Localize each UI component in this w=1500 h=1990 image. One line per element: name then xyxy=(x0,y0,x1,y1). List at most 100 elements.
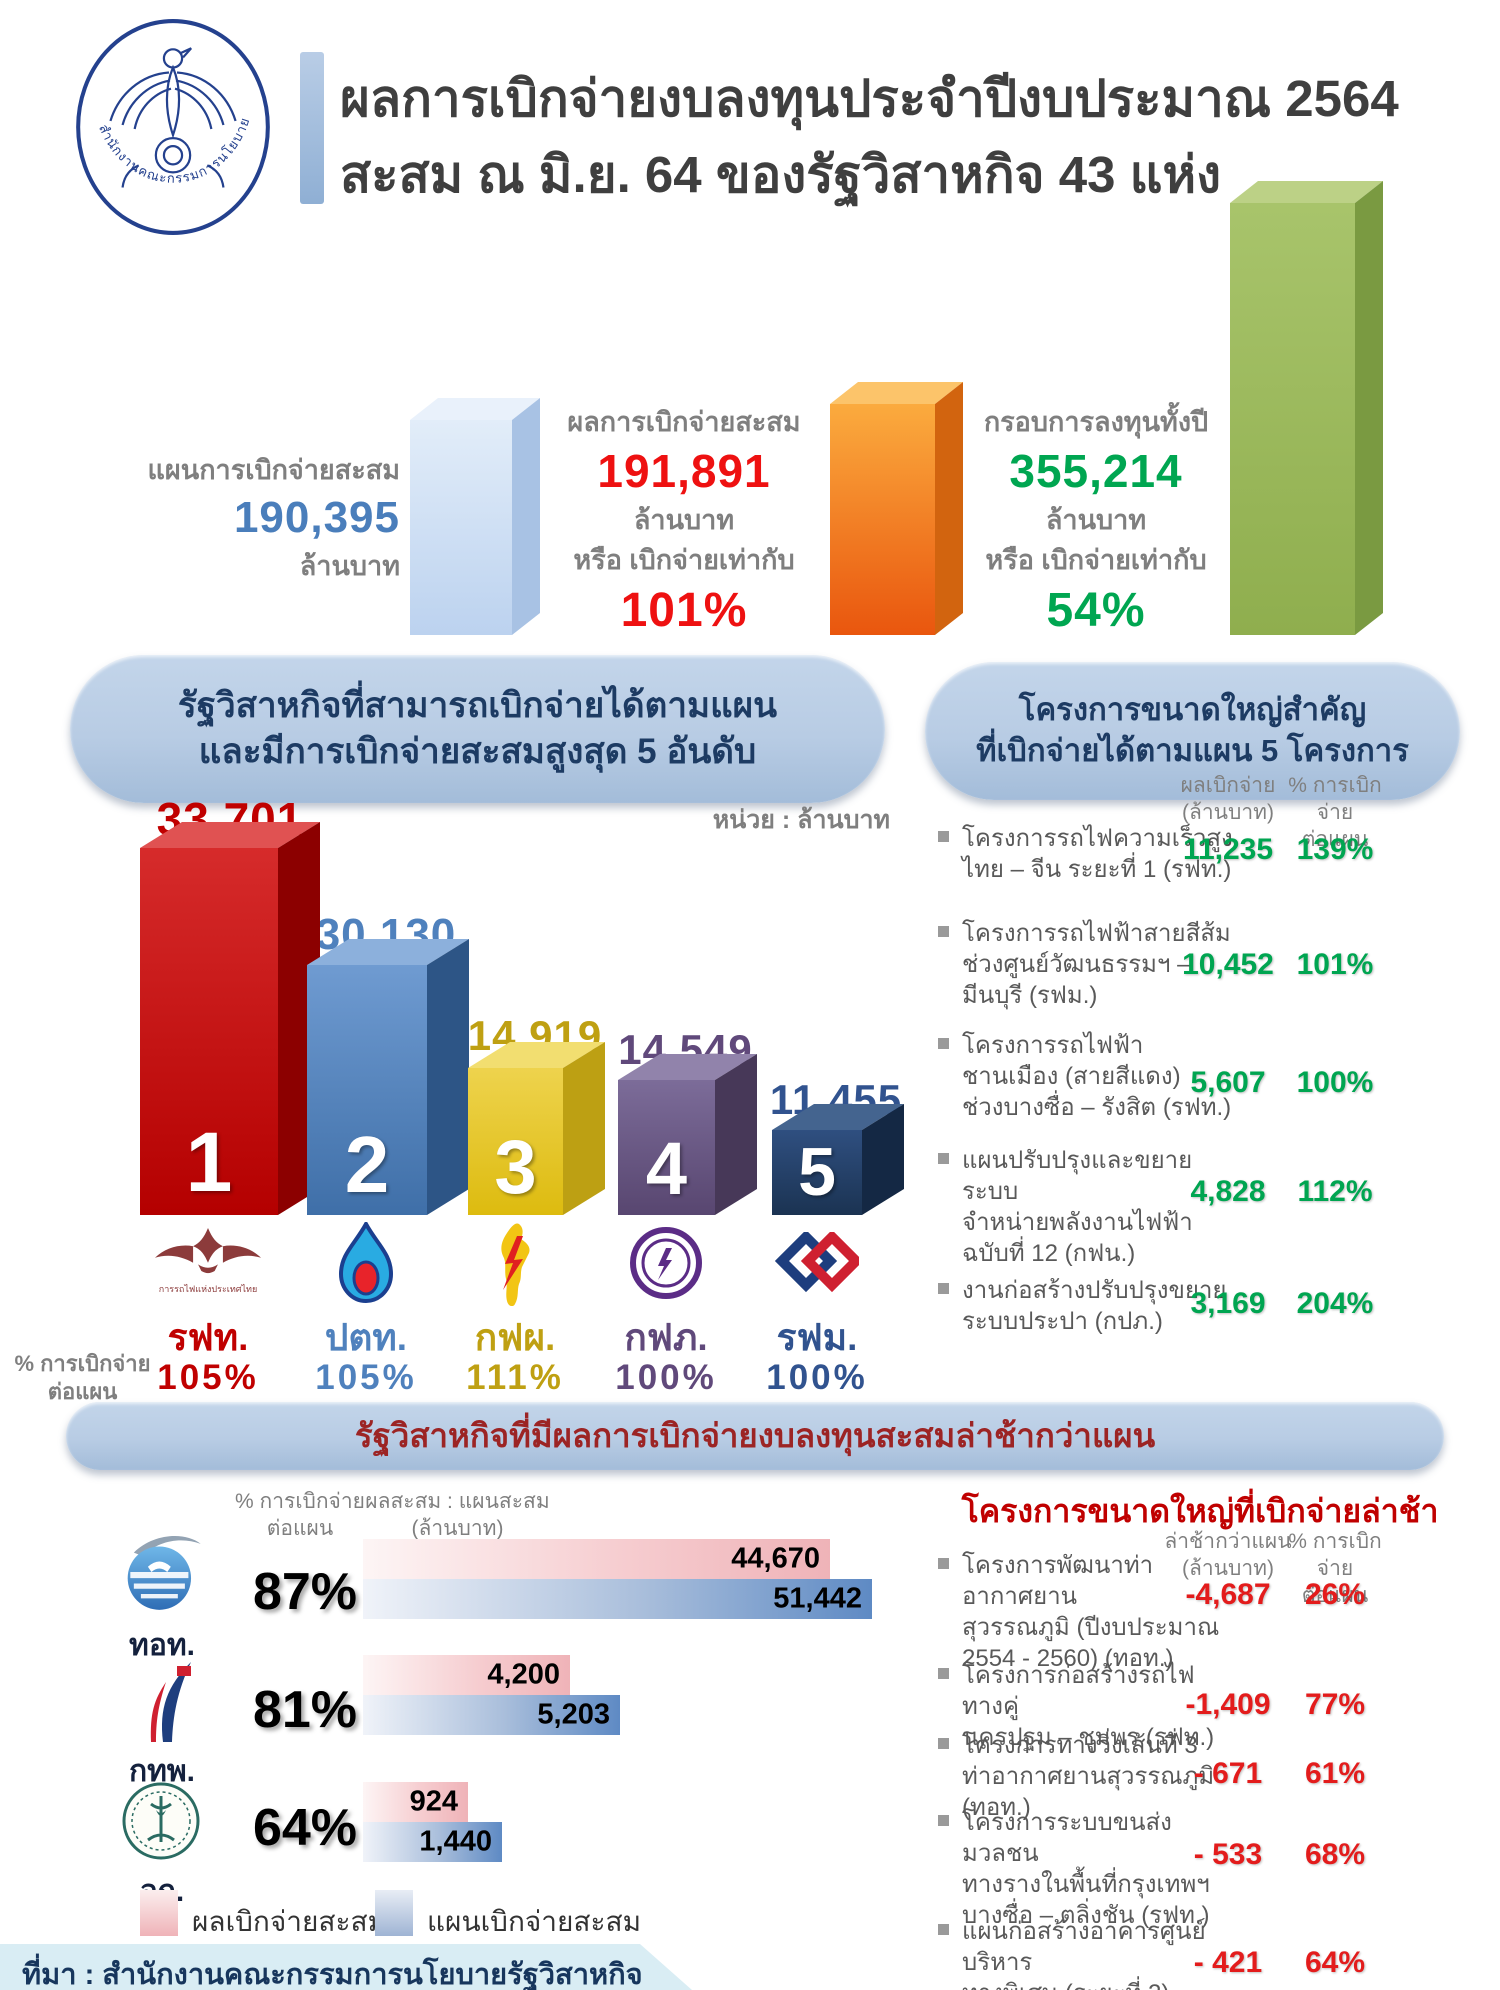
pop-title-line2: ที่เบิกจ่ายได้ตามแผน 5 โครงการ xyxy=(976,733,1409,768)
footer-band xyxy=(0,1944,692,1990)
pop-row-percent: 100% xyxy=(1296,1066,1374,1099)
bullet-icon xyxy=(938,1038,949,1049)
ok-percent: 64% xyxy=(252,1799,358,1857)
org-label-egat: กฟผ. xyxy=(474,1317,556,1358)
rank2-number: 2 xyxy=(344,1120,390,1209)
sepo-logo: สำนักงานคณะกรรมการนโยบายรัฐวิสาหกิจ xyxy=(72,14,270,235)
dp-row-value: - 533 xyxy=(1193,1838,1263,1871)
dp-row-name: โครงการทางวิ่งเส้นที่ 3 ท่าอากาศยานสุวรร… xyxy=(962,1732,1215,1821)
dp-row-name: โครงการระบบขนส่งมวลชน ทางรางในพื้นที่กรุ… xyxy=(962,1809,1210,1929)
exat-plan-bar: 5,203 xyxy=(363,1695,620,1735)
percent-egat: 111% xyxy=(466,1358,564,1397)
org-label-srt: รฟท. xyxy=(167,1317,249,1358)
rank2-bar: 2 xyxy=(307,939,469,1215)
dp-row-percent: 77% xyxy=(1304,1688,1366,1721)
pop-row-percent: 112% xyxy=(1297,1175,1373,1208)
actual-percent: 101% xyxy=(620,584,748,637)
phoenix-icon xyxy=(109,47,237,188)
pop-row-value: 4,828 xyxy=(1190,1175,1266,1208)
dp-row-percent: 26% xyxy=(1304,1578,1366,1611)
pop-row-value: 10,452 xyxy=(1182,948,1274,981)
dp-row-value: -1,409 xyxy=(1185,1688,1271,1721)
frame-unit: ล้านบาท xyxy=(1045,505,1147,535)
dp-row-percent: 61% xyxy=(1304,1757,1366,1790)
plan-label: แผนการเบิกจ่ายสะสม xyxy=(147,455,400,485)
dp-row-percent: 64% xyxy=(1304,1946,1366,1979)
rank1-number: 1 xyxy=(185,1115,233,1209)
pop-row-percent: 204% xyxy=(1296,1287,1374,1320)
pop-row-value: 3,169 xyxy=(1190,1287,1266,1320)
page-title-line1: ผลการเบิกจ่ายงบลงทุนประจำปีงบประมาณ 2564 xyxy=(340,70,1399,127)
actual-bar-side xyxy=(935,382,963,635)
aot-actual-value: 44,670 xyxy=(731,1542,820,1575)
delayed-col-bars: ผลสะสม : แผนสะสม (ล้านบาท) xyxy=(365,1490,550,1540)
pea-logo-icon xyxy=(630,1227,702,1299)
org-label-pea: กฟภ. xyxy=(624,1317,708,1358)
rank4-number: 4 xyxy=(645,1127,688,1210)
rank3-bar: 3 xyxy=(468,1042,605,1215)
bullet-icon xyxy=(938,926,949,937)
pop-row-name: งานก่อสร้างปรับปรุงขยาย ระบบประปา (กปภ.) xyxy=(962,1277,1227,1335)
percent-row-label: % การเบิกจ่าย ต่อแผน xyxy=(14,1351,151,1404)
exat-percent: 81% xyxy=(252,1681,358,1739)
pop-col-value: ผลเบิกจ่าย (ล้านบาท) xyxy=(1180,774,1276,824)
actual-summary-block: ผลการเบิกจ่ายสะสม 191,891 ล้านบาท หรือ เ… xyxy=(545,402,823,642)
bullet-icon xyxy=(938,1283,949,1294)
unit-note: หน่วย : ล้านบาท xyxy=(712,806,890,834)
rank3-bar-front xyxy=(468,1068,563,1215)
top5-title-line1: รัฐวิสาหกิจที่สามารถเบิกจ่ายได้ตามแผน xyxy=(177,685,778,725)
legend-plan-label: แผนเบิกจ่ายสะสม xyxy=(427,1906,642,1937)
ok-plan-bar: 1,440 xyxy=(363,1822,502,1862)
pop-row-name: โครงการรถไฟฟ้าสายสีส้ม ช่วงศูนย์วัฒนธรรม… xyxy=(962,920,1231,1009)
percent-pea: 100% xyxy=(615,1358,717,1397)
bullet-icon xyxy=(938,1738,949,1749)
percent-ptt: 105% xyxy=(315,1358,417,1397)
dp-row-name: โครงการก่อสร้างรถไฟทางคู่ นครปฐม – ชุมพร… xyxy=(962,1662,1215,1751)
srt-logo-icon xyxy=(154,1227,262,1274)
org-label-aot: ทอท. xyxy=(129,1629,195,1662)
legend-actual-label: ผลเบิกจ่ายสะสม xyxy=(192,1906,387,1937)
dp-row-value: - 671 xyxy=(1193,1757,1263,1790)
frame-or-label: หรือ เบิกจ่ายเท่ากับ xyxy=(985,545,1207,575)
delayed-col-percent: % การเบิกจ่าย ต่อแผน xyxy=(235,1490,365,1540)
rank1-bar-front xyxy=(140,848,278,1215)
dp-col-value: ล่าช้ากว่าแผน (ล้านบาท) xyxy=(1164,1530,1292,1580)
top5-section-header: รัฐวิสาหกิจที่สามารถเบิกจ่ายได้ตามแผน แล… xyxy=(70,655,885,803)
actual-unit: ล้านบาท xyxy=(633,505,735,535)
aot-percent: 87% xyxy=(252,1563,358,1621)
bullet-icon xyxy=(938,1558,949,1569)
rank3-number: 3 xyxy=(494,1125,537,1210)
rank5-bar-front xyxy=(772,1130,862,1215)
org-label-mrta: รฟม. xyxy=(776,1317,858,1358)
rank2-bar-front xyxy=(307,965,427,1215)
frame-bar-top xyxy=(1230,181,1383,203)
actual-3d-bar xyxy=(830,382,963,635)
aot-plan-bar: 51,442 xyxy=(363,1579,872,1619)
legend-actual-swatch xyxy=(140,1890,178,1936)
bullet-icon xyxy=(938,1924,949,1935)
org-label-ptt: ปตท. xyxy=(324,1317,408,1358)
bullet-icon xyxy=(938,1668,949,1679)
rank4-bar-side xyxy=(715,1054,757,1215)
aot-logo-icon xyxy=(127,1536,201,1610)
exat-logo-icon xyxy=(150,1662,191,1742)
dp-row-percent: 68% xyxy=(1304,1838,1366,1871)
percent-srt: 105% xyxy=(157,1358,259,1397)
percent-mrta: 100% xyxy=(766,1358,868,1397)
plan-value: 190,395 xyxy=(233,493,400,542)
pop-col-percent: % การเบิกจ่าย ต่อแผน xyxy=(1288,774,1382,851)
rank4-bar: 4 xyxy=(618,1054,757,1215)
delayed-section-header: รัฐวิสาหกิจที่มีผลการเบิกจ่ายงบลงทุนสะสม… xyxy=(66,1402,1444,1470)
ok-actual-bar: 924 xyxy=(363,1782,468,1822)
actual-label: ผลการเบิกจ่ายสะสม xyxy=(567,407,801,437)
ok-actual-value: 924 xyxy=(409,1785,458,1818)
egat-logo-icon xyxy=(501,1223,530,1306)
frame-percent: 54% xyxy=(1046,584,1146,637)
pop-row-name: แผนปรับปรุงและขยายระบบ จำหน่ายพลังงานไฟฟ… xyxy=(962,1147,1193,1267)
aot-actual-bar: 44,670 xyxy=(363,1539,830,1579)
plan-3d-bar xyxy=(410,398,540,635)
srt-logo-caption: การรถไฟแห่งประเทศไทย xyxy=(158,1284,258,1294)
page-title-line2: สะสม ณ มิ.ย. 64 ของรัฐวิสาหกิจ 43 แห่ง xyxy=(340,146,1221,203)
pop-row-value: 11,235 xyxy=(1182,833,1274,866)
frame-value: 355,214 xyxy=(1009,445,1183,497)
